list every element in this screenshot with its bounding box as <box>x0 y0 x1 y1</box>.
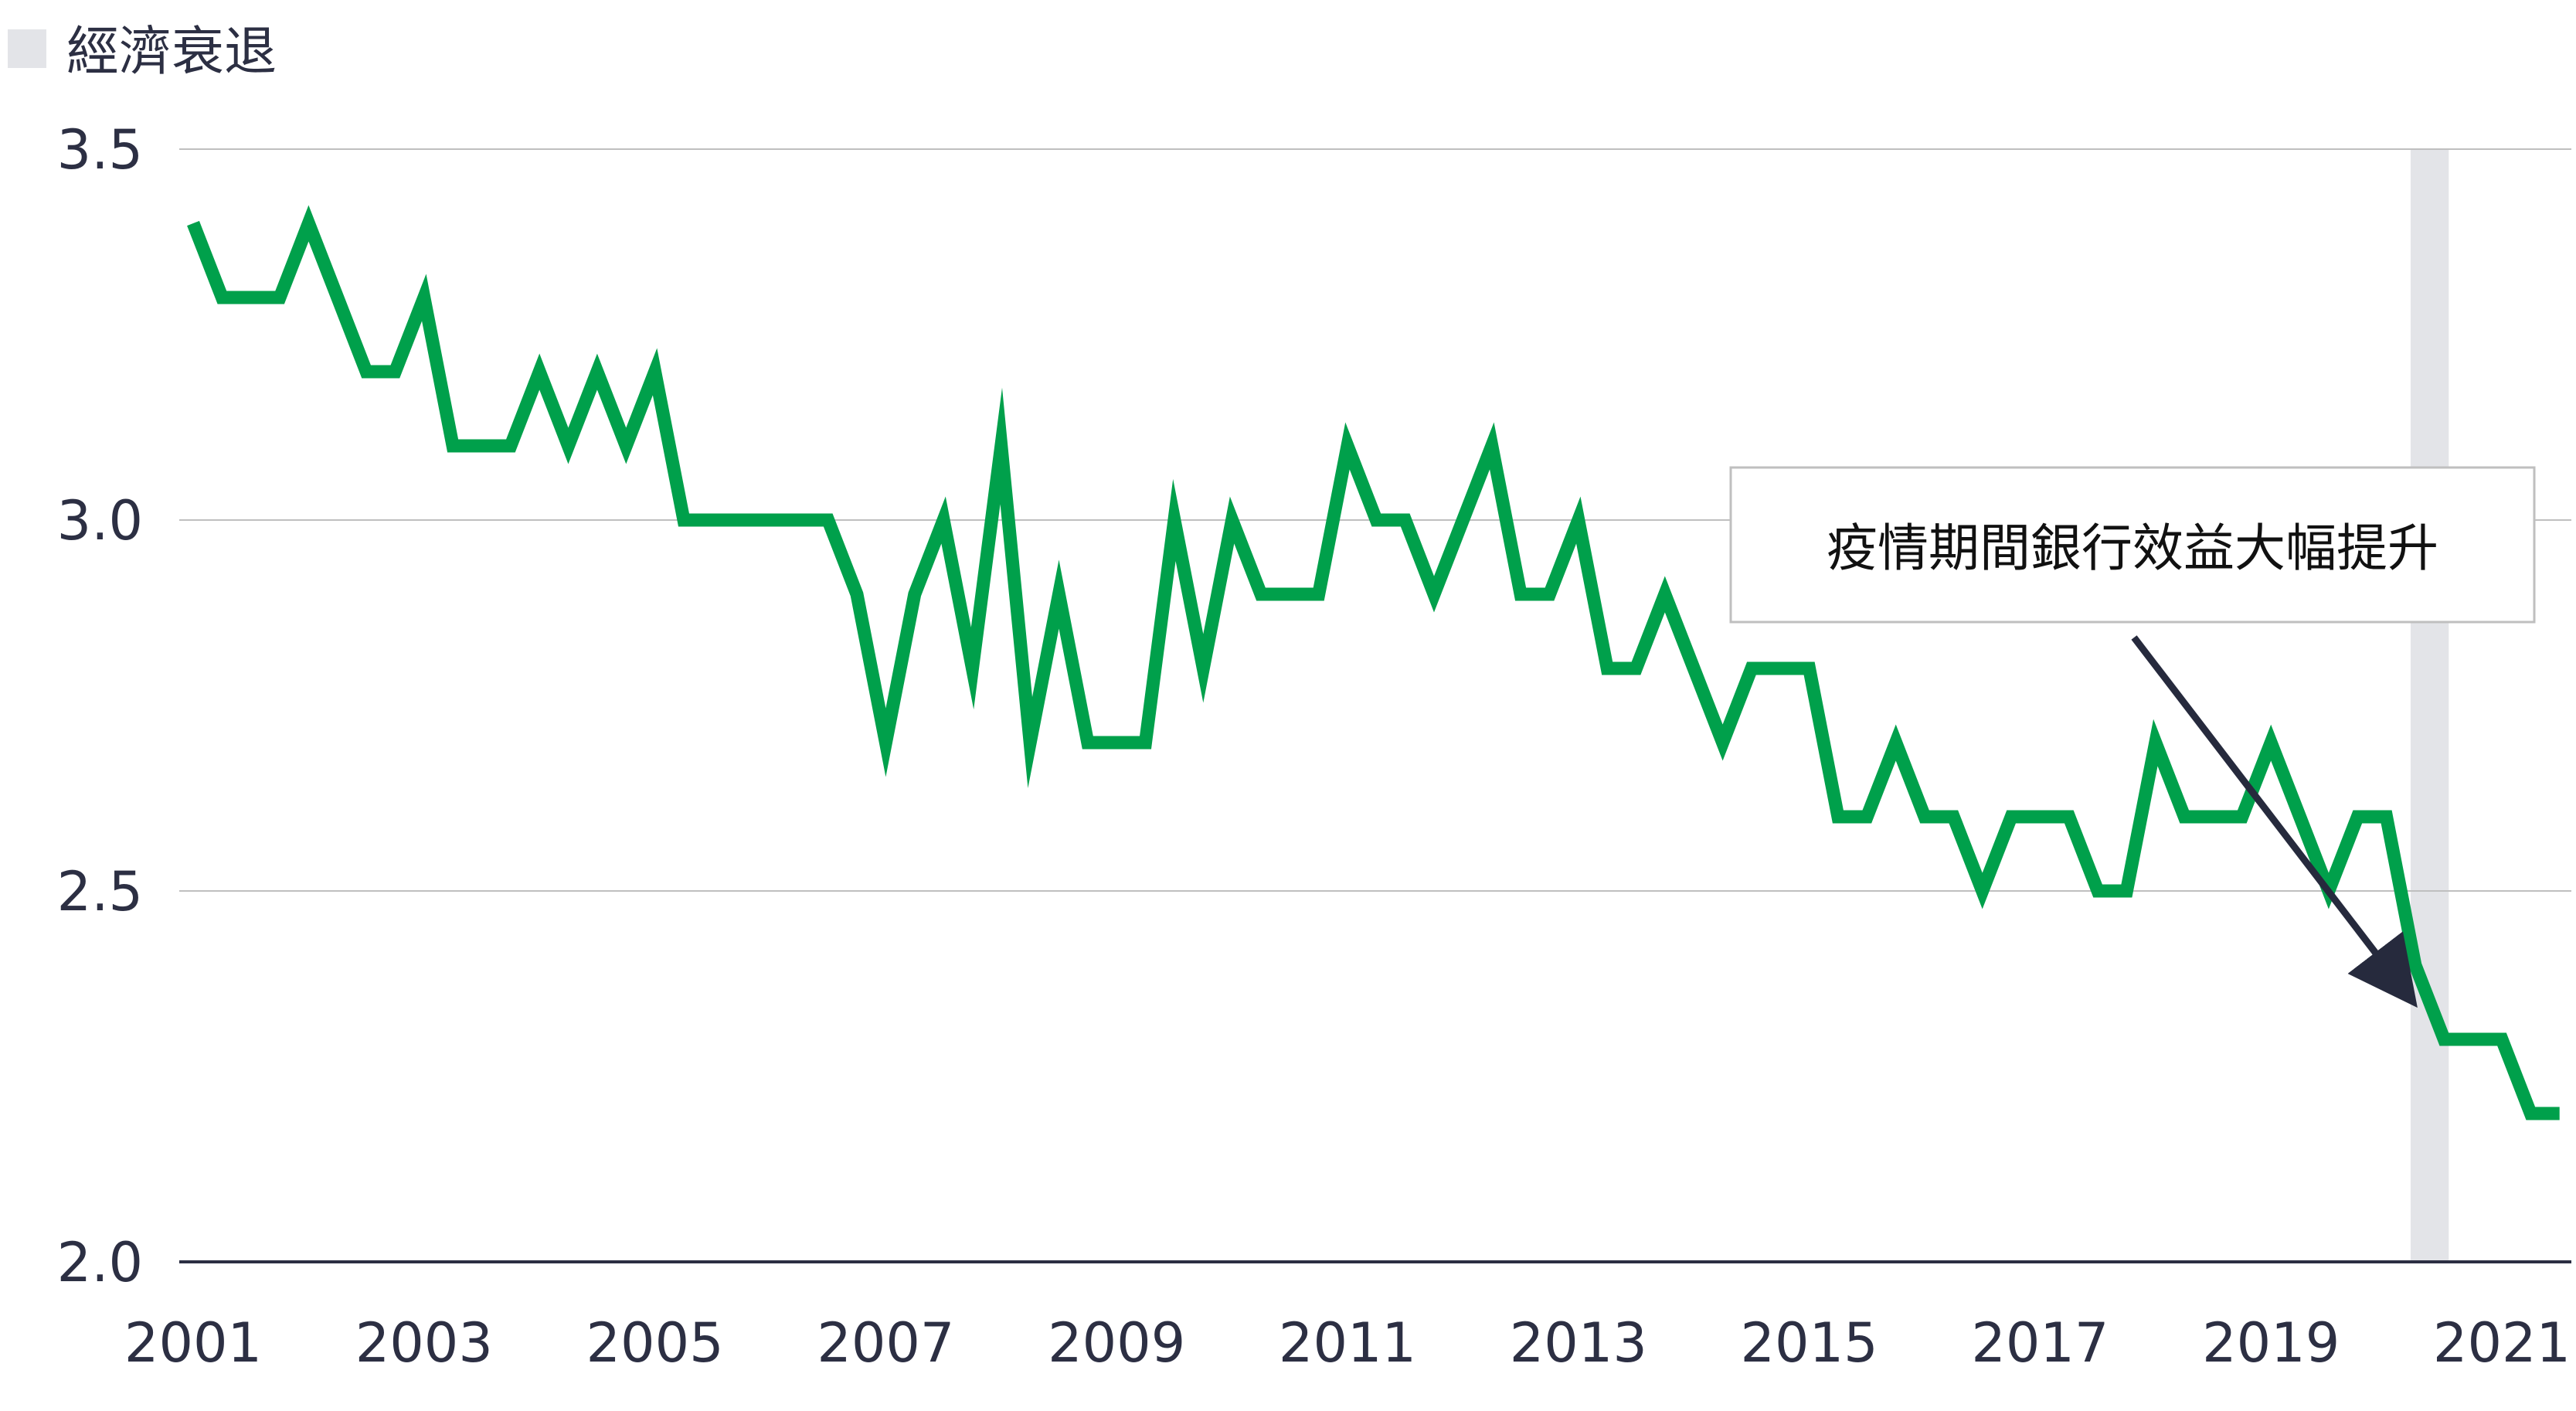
annotation-box <box>1729 466 2536 624</box>
x-tick-label: 2009 <box>1048 1311 1185 1375</box>
x-tick-label: 2005 <box>586 1311 724 1375</box>
y-tick-label: 3.0 <box>57 489 143 552</box>
series-layer <box>187 205 2560 1120</box>
x-tick-label: 2017 <box>1971 1311 2109 1375</box>
recession-band-layer <box>2410 149 2449 1262</box>
x-tick-label: 2021 <box>2433 1311 2571 1375</box>
annotation: 疫情期間銀行效益大幅提升 <box>1729 466 2536 1008</box>
series-line <box>187 205 2560 1120</box>
x-tick-label: 2007 <box>817 1311 954 1375</box>
gridlines <box>179 148 2571 1263</box>
legend-recession-swatch <box>8 29 46 68</box>
legend-recession-label: 經濟衰退 <box>66 22 277 83</box>
recession-band <box>2410 149 2449 1262</box>
x-tick-label: 2003 <box>355 1311 493 1375</box>
y-tick-label: 3.5 <box>57 118 143 182</box>
x-tick-label: 2001 <box>124 1311 262 1375</box>
y-axis-ticks: 2.0 2.5 3.0 3.5 <box>57 118 143 1294</box>
annotation-arrow <box>2131 635 2418 1008</box>
legend: 經濟衰退 <box>8 22 277 83</box>
y-tick-label: 2.0 <box>57 1231 143 1294</box>
x-tick-label: 2011 <box>1279 1311 1416 1375</box>
x-axis-ticks: 2001 2003 2005 2007 2009 2011 2013 2015 2017 2019… <box>124 1311 2571 1375</box>
y-tick-label: 2.5 <box>57 860 143 923</box>
x-tick-label: 2015 <box>1741 1311 1878 1375</box>
annotation-text: 疫情期間銀行效益大幅提升 <box>1827 518 2438 578</box>
x-tick-label: 2013 <box>1510 1311 1647 1375</box>
x-tick-label: 2019 <box>2202 1311 2340 1375</box>
